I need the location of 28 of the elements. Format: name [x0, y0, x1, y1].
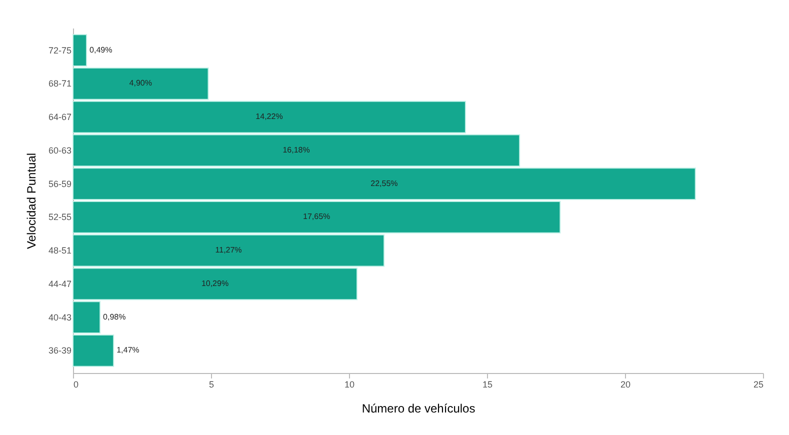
data-label: 14,22% — [256, 112, 283, 122]
data-label: 1,47% — [116, 346, 140, 355]
data-label: 17,65% — [303, 212, 330, 222]
y-tick-label: 68-71 — [48, 78, 72, 89]
x-tick-label: 20 — [620, 380, 631, 390]
y-tick-label: 48-51 — [48, 246, 72, 256]
x-tick-label: 25 — [753, 380, 764, 390]
data-label: 0,49% — [90, 45, 112, 54]
y-tick-label: 72-75 — [48, 45, 72, 56]
x-tick-label: 0 — [74, 380, 79, 390]
x-tick-label: 5 — [208, 380, 214, 390]
y-tick-label: 60-63 — [48, 145, 72, 156]
y-tick-label: 44-47 — [48, 278, 72, 289]
data-label: 22,55% — [370, 178, 398, 188]
x-tick-label: 15 — [482, 380, 493, 390]
y-tick-label: 36-39 — [48, 346, 72, 356]
y-axis-title: Velocidad Puntual — [24, 152, 38, 250]
data-label: 11,27% — [215, 246, 242, 255]
y-tick-label: 40-43 — [48, 312, 72, 322]
x-tick-label: 10 — [344, 380, 355, 390]
data-label: 16,18% — [282, 145, 310, 154]
y-tick-label: 64-67 — [48, 112, 72, 122]
data-label: 0,98% — [103, 312, 126, 322]
y-tick-label: 52-55 — [48, 212, 72, 222]
data-label: 4,90% — [129, 78, 152, 88]
y-tick-label: 56-59 — [48, 178, 72, 189]
data-label: 10,29% — [201, 278, 229, 288]
x-axis-title: Número de vehículos — [362, 402, 476, 416]
